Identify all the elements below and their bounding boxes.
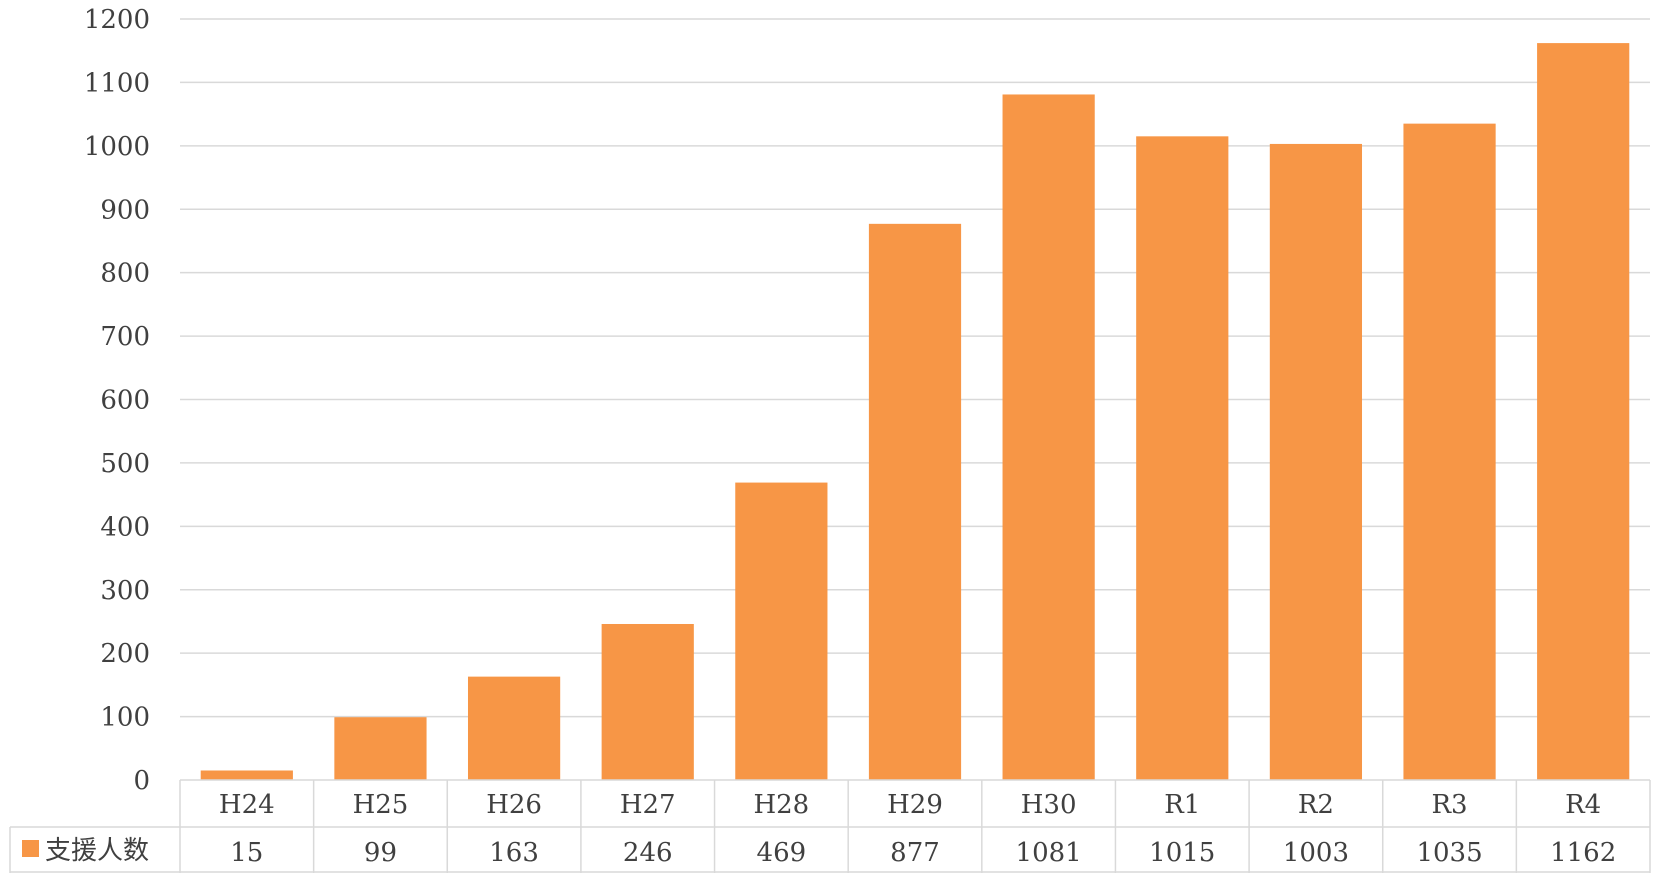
data-label: 469 xyxy=(757,838,807,868)
data-label: 1081 xyxy=(1016,838,1082,868)
x-tick-label: R1 xyxy=(1164,790,1200,820)
bar-h27 xyxy=(601,623,694,780)
x-tick-label: H27 xyxy=(620,790,676,820)
y-tick-label: 200 xyxy=(100,639,150,669)
data-label: 1162 xyxy=(1550,838,1616,868)
x-tick-label: H26 xyxy=(486,790,542,820)
y-tick-label: 700 xyxy=(100,322,150,352)
bar-r2 xyxy=(1269,143,1363,780)
y-tick-label: 1100 xyxy=(84,68,150,98)
y-tick-label: 500 xyxy=(100,449,150,479)
x-tick-label: H30 xyxy=(1021,790,1077,820)
x-tick-label: R4 xyxy=(1565,790,1601,820)
data-label: 877 xyxy=(890,838,940,868)
bar-h29 xyxy=(868,223,962,781)
data-label: 1003 xyxy=(1283,838,1349,868)
x-tick-label: H29 xyxy=(887,790,943,820)
y-tick-label: 0 xyxy=(133,766,150,796)
y-tick-label: 300 xyxy=(100,576,150,606)
data-label: 163 xyxy=(489,838,539,868)
y-tick-label: 800 xyxy=(100,259,150,289)
bars xyxy=(200,43,1630,781)
y-tick-label: 1000 xyxy=(84,132,150,162)
x-tick-label: R2 xyxy=(1298,790,1334,820)
x-tick-label: H25 xyxy=(353,790,409,820)
bar-r1 xyxy=(1136,136,1229,781)
data-label: 1035 xyxy=(1416,838,1482,868)
bar-h24 xyxy=(200,770,293,780)
y-tick-label: 100 xyxy=(100,703,150,733)
bar-r4 xyxy=(1537,43,1630,781)
data-label: 246 xyxy=(623,838,673,868)
bar-h30 xyxy=(1002,94,1095,781)
data-label: 99 xyxy=(364,838,397,868)
x-tick-label: R3 xyxy=(1431,790,1467,820)
y-tick-label: 1200 xyxy=(84,5,150,35)
bar-h26 xyxy=(467,676,561,780)
data-label: 1015 xyxy=(1149,838,1215,868)
bar-h25 xyxy=(334,717,427,780)
legend-label: 支援人数 xyxy=(45,836,149,866)
x-tick-label: H28 xyxy=(753,790,809,820)
legend-swatch xyxy=(22,840,39,857)
y-tick-label: 400 xyxy=(100,512,150,542)
bar-h28 xyxy=(735,482,828,780)
data-table: H24 15 H25 99 H26 163 H27 246 H28 469 H29 877 H30 108… xyxy=(9,779,1651,873)
y-tick-label: 600 xyxy=(100,386,150,416)
y-axis: 0 100 200 300 400 500 600 700 800 900 1000 1100 1200 xyxy=(84,5,150,796)
data-label: 15 xyxy=(230,838,263,868)
y-tick-label: 900 xyxy=(100,195,150,225)
x-tick-label: H24 xyxy=(219,790,275,820)
bar-r3 xyxy=(1403,123,1496,780)
